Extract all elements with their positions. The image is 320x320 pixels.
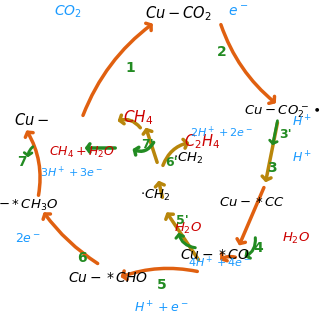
Text: 5': 5' bbox=[176, 213, 188, 227]
Text: $Cu-*CC$: $Cu-*CC$ bbox=[219, 196, 285, 209]
Text: 2: 2 bbox=[217, 45, 227, 59]
Text: 7: 7 bbox=[17, 155, 27, 169]
Text: 5: 5 bbox=[157, 278, 167, 292]
Text: $3H^+ + 3e^-$: $3H^+ + 3e^-$ bbox=[40, 164, 104, 180]
Text: 6: 6 bbox=[77, 251, 87, 265]
Text: $Cu-$: $Cu-$ bbox=[14, 112, 50, 128]
Text: 6': 6' bbox=[166, 156, 178, 169]
Text: 3': 3' bbox=[279, 129, 291, 141]
Text: 3: 3 bbox=[267, 161, 277, 175]
Text: $H_2O$: $H_2O$ bbox=[174, 220, 202, 236]
Text: 4: 4 bbox=[253, 241, 263, 255]
Text: $\cdot CH_2$: $\cdot CH_2$ bbox=[140, 188, 170, 203]
Text: $Cu-*CO$: $Cu-*CO$ bbox=[180, 248, 250, 262]
Text: $C_2H_4$: $C_2H_4$ bbox=[184, 133, 220, 151]
Text: $Cu-CO_2$: $Cu-CO_2$ bbox=[145, 5, 211, 23]
Text: $4H^+ + 4e^-$: $4H^+ + 4e^-$ bbox=[188, 254, 252, 270]
Text: $H^+$: $H^+$ bbox=[292, 150, 312, 166]
Text: $H^+ + e^-$: $H^+ + e^-$ bbox=[134, 300, 189, 316]
Text: $H_2O$: $H_2O$ bbox=[282, 230, 310, 245]
Text: $H^+$: $H^+$ bbox=[292, 114, 312, 130]
Text: $Cu-*CHO$: $Cu-*CHO$ bbox=[68, 271, 148, 285]
Text: $CH_4$: $CH_4$ bbox=[123, 109, 153, 127]
Text: 1: 1 bbox=[125, 61, 135, 75]
Text: $e^-$: $e^-$ bbox=[228, 5, 248, 19]
Text: $2H^+ + 2e^-$: $2H^+ + 2e^-$ bbox=[190, 124, 254, 140]
Text: $CO_2$: $CO_2$ bbox=[54, 4, 82, 20]
Text: $-*CH_3O$: $-*CH_3O$ bbox=[0, 197, 58, 212]
Text: $CH_4+H_2O$: $CH_4+H_2O$ bbox=[49, 144, 115, 160]
Text: $\cdot CH_2$: $\cdot CH_2$ bbox=[173, 150, 203, 165]
Text: $Cu-CO_2^-\bullet$: $Cu-CO_2^-\bullet$ bbox=[244, 104, 320, 120]
Text: $2e^-$: $2e^-$ bbox=[15, 231, 41, 244]
Text: 7': 7' bbox=[142, 139, 154, 151]
